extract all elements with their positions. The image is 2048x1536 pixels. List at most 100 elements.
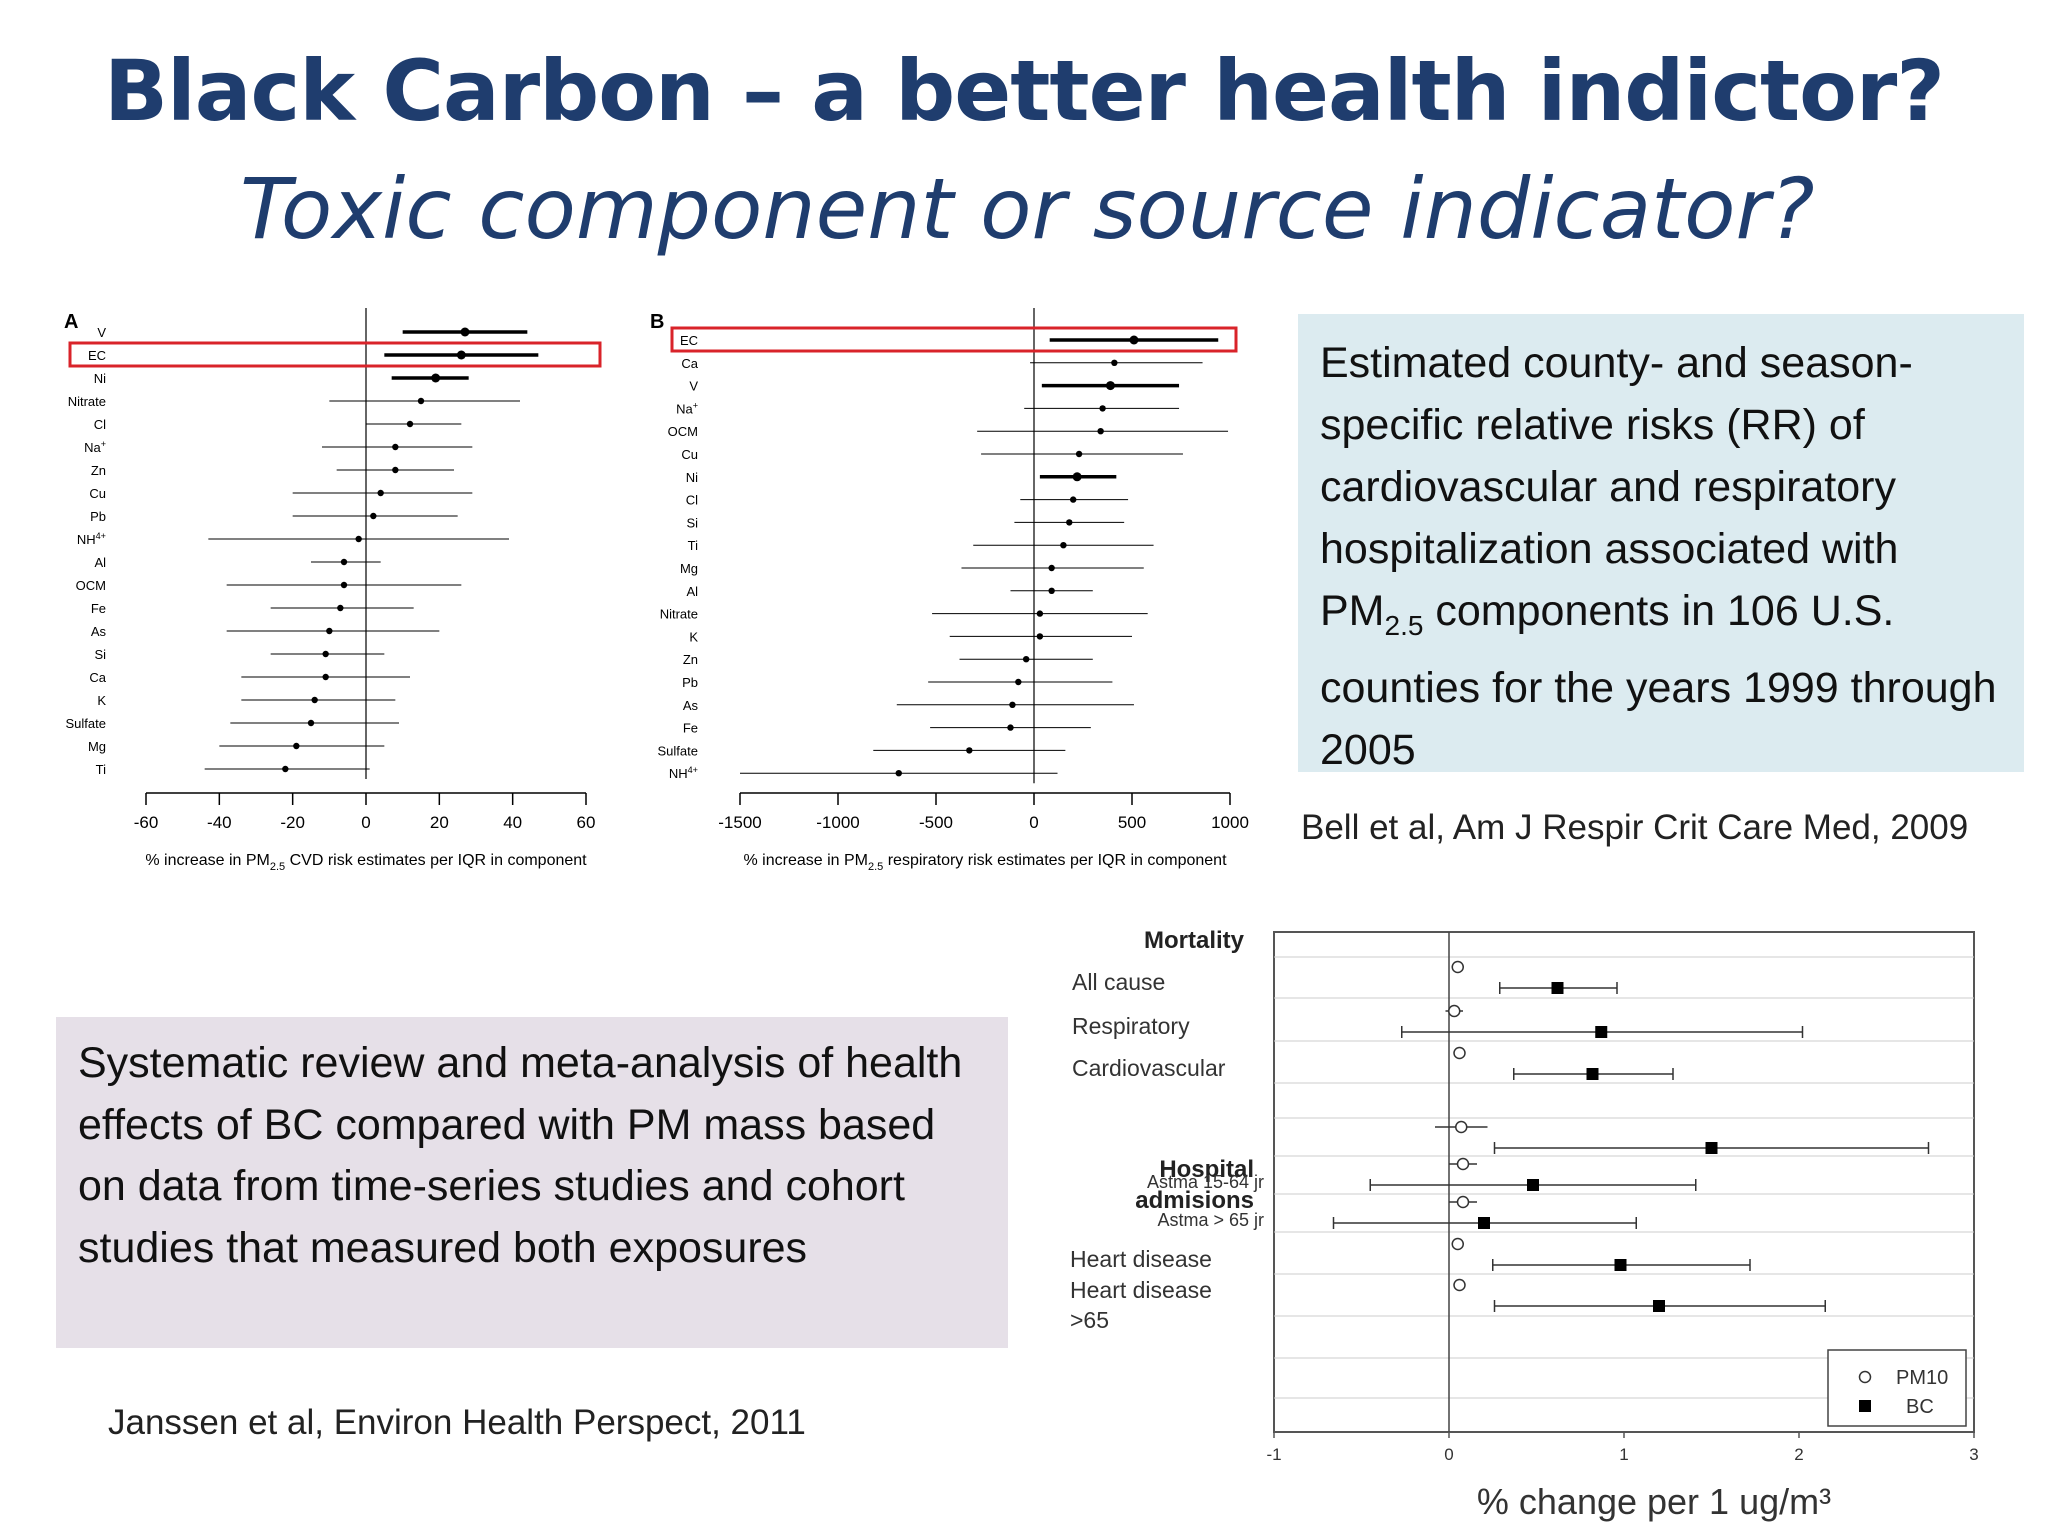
pm10-estimate (1455, 1120, 1468, 1134)
panel-label: A (64, 311, 78, 333)
component-label: Ni (94, 371, 106, 386)
point-estimate (1099, 405, 1106, 412)
point-estimate (417, 397, 425, 405)
point-estimate (431, 373, 441, 383)
janssen-description-text: Systematic review and meta-analysis of h… (78, 1039, 963, 1272)
bell-description-box: Estimated county- and season-specific re… (1298, 314, 2024, 774)
component-label: Mg (680, 561, 698, 576)
outcome-label: Cardiovascular (1072, 1055, 1226, 1081)
point-estimate (1022, 656, 1030, 663)
bc-estimate (1705, 1142, 1718, 1154)
component-label: Al (94, 555, 106, 570)
component-label: Pb (682, 675, 698, 690)
outcome-label: Astma 15-64 jr (1147, 1172, 1264, 1192)
component-label: Cu (681, 447, 698, 462)
point-estimate (311, 696, 318, 704)
outcome-label: Heart disease (1070, 1277, 1212, 1303)
outcome-label: Astma > 65 jr (1157, 1210, 1264, 1230)
bc-estimate (1595, 1026, 1608, 1038)
x-tick-label: 1 (1619, 1445, 1628, 1464)
bc-estimate (1527, 1179, 1539, 1191)
point-estimate (1066, 519, 1073, 526)
point-estimate (377, 489, 384, 497)
pm10-estimate (1453, 1278, 1466, 1292)
component-label: Sulfate (66, 716, 106, 731)
highlight-box (670, 326, 1238, 353)
outcome-label: Respiratory (1072, 1013, 1190, 1039)
forest-plot-cvd: A V EC Ni Nitrate Cl Na+ Zn Cu Pb NH4+ Al OCM Fe As Si C… (64, 308, 602, 873)
x-tick-label: -1000 (816, 813, 859, 832)
x-tick-label: -500 (919, 813, 953, 832)
point-estimate (307, 719, 315, 727)
pm10-estimate (1451, 960, 1464, 974)
component-label: Ti (96, 762, 106, 777)
point-estimate (340, 581, 348, 589)
legend-pm10-label: PM10 (1896, 1367, 1948, 1389)
pm10-estimate (1451, 1237, 1464, 1251)
panel-label: B (650, 311, 664, 333)
outcome-label: All cause (1072, 969, 1165, 995)
bell-description-text-1: Estimated county- and season-specific re… (1320, 339, 1913, 573)
outcome-label: Heart disease (1070, 1246, 1212, 1272)
hospital-header: Hospital (1159, 1156, 1254, 1183)
plot-frame (1273, 931, 1975, 1433)
component-label: Mg (88, 739, 106, 754)
point-estimate (322, 650, 329, 658)
mortality-header: Mortality (1144, 927, 1245, 954)
point-estimate (895, 770, 902, 777)
outcome-label: >65 (1070, 1307, 1109, 1333)
point-estimate (293, 742, 300, 750)
point-estimate (340, 558, 348, 566)
point-estimate (1075, 450, 1083, 458)
point-estimate (1048, 587, 1055, 594)
component-label: As (91, 624, 107, 639)
x-tick-label: 3 (1969, 1445, 1978, 1464)
bc-estimate (1653, 1300, 1665, 1312)
point-estimate (1048, 564, 1055, 572)
component-label: NH4+ (669, 765, 698, 781)
bc-estimate (1586, 1068, 1599, 1080)
pm10-estimate (1456, 1195, 1470, 1209)
point-estimate (460, 327, 470, 337)
x-tick-label: 2 (1794, 1445, 1803, 1464)
x-axis-label: % change per 1 ug/m³ (1477, 1481, 1831, 1522)
pm10-estimate (1448, 1004, 1461, 1018)
component-label: Ca (681, 356, 698, 371)
slide-title: Black Carbon – a better health indictor? (103, 42, 1945, 140)
x-tick-label: -1500 (718, 813, 761, 832)
component-label: Pb (90, 509, 106, 524)
component-label: Ca (89, 670, 106, 685)
component-label: Fe (91, 601, 106, 616)
x-tick-label: -40 (207, 813, 232, 832)
point-estimate (1036, 610, 1044, 617)
component-label: K (97, 693, 106, 708)
component-label: Zn (91, 463, 106, 478)
component-label: Cl (686, 493, 698, 508)
point-estimate (282, 765, 289, 773)
x-tick-label: 20 (430, 813, 449, 832)
legend-bc-marker (1859, 1400, 1871, 1412)
component-label: Cu (89, 486, 106, 501)
point-estimate (355, 535, 362, 543)
x-tick-label: 60 (577, 813, 596, 832)
x-tick-label: -1 (1266, 1445, 1281, 1464)
point-estimate (370, 512, 377, 520)
component-label: EC (88, 348, 106, 363)
x-axis-label: % increase in PM2.5 CVD risk estimates p… (145, 852, 587, 873)
component-label: Fe (683, 721, 698, 736)
component-label: Cl (94, 417, 106, 432)
x-tick-label: 0 (361, 813, 370, 832)
component-label: Si (94, 647, 106, 662)
legend-pm10-marker (1858, 1370, 1872, 1384)
pm10-estimate (1456, 1157, 1470, 1171)
component-label: Si (686, 515, 698, 530)
bell-pm-label: PM (1320, 587, 1385, 635)
legend-bc-label: BC (1906, 1396, 1934, 1418)
component-label: K (689, 629, 698, 644)
point-estimate (1097, 428, 1104, 435)
bell-citation: Bell et al, Am J Respir Crit Care Med, 2… (1301, 808, 1969, 847)
component-label: OCM (668, 424, 698, 439)
point-estimate (1060, 542, 1067, 549)
point-estimate (1129, 335, 1139, 345)
bc-estimate (1614, 1259, 1627, 1271)
